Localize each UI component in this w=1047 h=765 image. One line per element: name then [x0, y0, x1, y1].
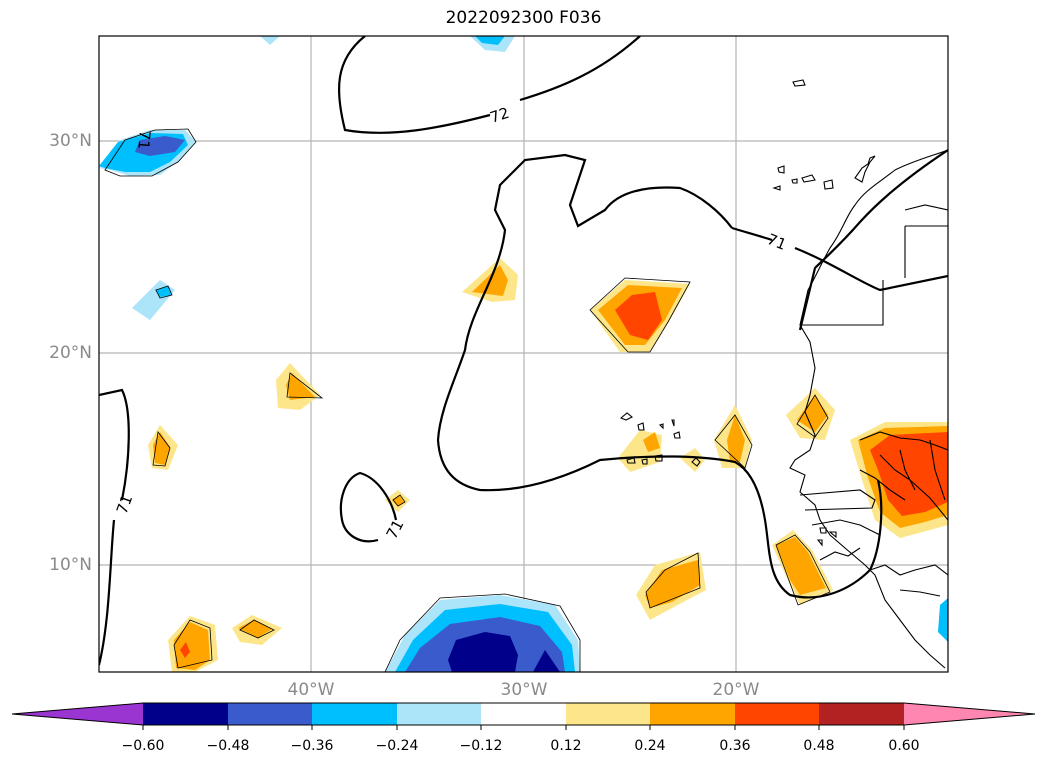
colorbar-tick-label: −0.24	[375, 738, 419, 754]
colorbar-bin	[143, 703, 228, 725]
colorbar-bin	[481, 703, 566, 725]
colorbar-extend-low	[12, 703, 143, 725]
colorbar	[11, 702, 1036, 730]
colorbar-bin	[566, 703, 650, 725]
map-area: 72 71 71 71 71	[99, 36, 948, 672]
colorbar-tick-label: −0.12	[459, 738, 503, 754]
colorbar-tick-label: −0.48	[206, 738, 250, 754]
coastlines	[789, 149, 948, 669]
colorbar-bin	[650, 703, 735, 725]
anomaly-contours	[104, 128, 831, 672]
lon-label-40w: 40°W	[287, 680, 335, 700]
colorbar-tick-label: −0.60	[121, 738, 165, 754]
plot-frame	[98, 35, 949, 673]
colorbar-bin	[228, 703, 312, 725]
colorbar-tick-label: 0.24	[634, 738, 666, 754]
colorbar-tick-label: −0.36	[290, 738, 334, 754]
colorbar-bin	[397, 703, 481, 725]
colorbar-bin	[819, 703, 904, 725]
gridlines	[99, 36, 948, 672]
contour-label-71-east: 71	[765, 230, 789, 254]
contour-label-72: 72	[488, 104, 512, 127]
lat-label-30n: 30°N	[49, 131, 92, 151]
colorbar-tick-label: 0.48	[803, 738, 835, 754]
islands	[619, 79, 876, 547]
contour-label-71-northwest: 71	[134, 130, 154, 151]
lat-label-20n: 20°N	[49, 343, 92, 363]
colorbar-tick-label: 0.36	[719, 738, 751, 754]
colorbar-bin	[735, 703, 819, 725]
negative-anomaly-shading	[99, 36, 948, 672]
colorbar-tick-label: 0.60	[888, 738, 920, 754]
lon-label-30w: 30°W	[500, 680, 548, 700]
contour-label-71-west: 71	[113, 492, 136, 516]
map-title: 2022092300 F036	[445, 8, 602, 28]
colorbar-bin	[312, 703, 397, 725]
colorbar-tick-label: 0.12	[550, 738, 582, 754]
colorbar-ticks	[142, 725, 905, 730]
colorbar-extend-high	[904, 703, 1035, 725]
contour-label-71-center: 71	[383, 517, 408, 542]
lat-label-10n: 10°N	[49, 555, 92, 575]
lon-label-20w: 20°W	[712, 680, 760, 700]
